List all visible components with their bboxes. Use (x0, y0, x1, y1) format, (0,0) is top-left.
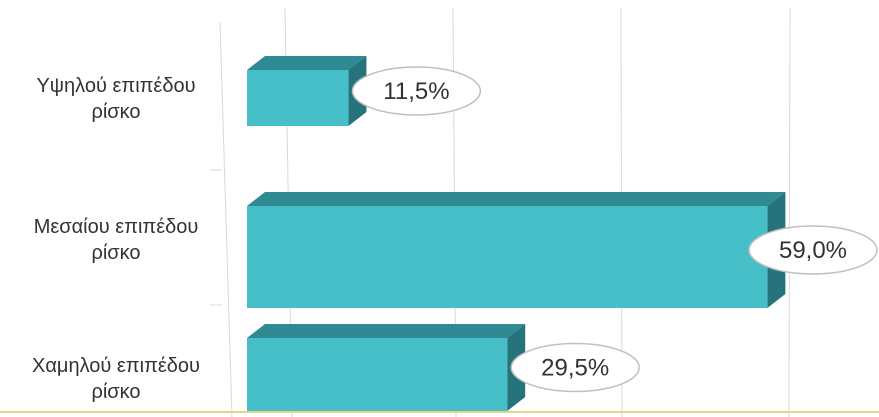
bar (247, 324, 526, 411)
gridline (219, 21, 233, 417)
bars (247, 56, 786, 411)
data-label-text: 29,5% (541, 355, 609, 382)
gridline (788, 7, 791, 417)
bar-front-face (247, 70, 349, 126)
bar (247, 192, 786, 308)
data-label-bubble (510, 342, 640, 393)
category-label-line: ρίσκο (91, 381, 140, 403)
data-label-bubble (748, 225, 878, 275)
data-label: 29,5% (510, 342, 640, 393)
category-label: Υψηλού επιπέδου ρίσκο (36, 75, 195, 123)
category-label-line: ρίσκο (91, 242, 140, 264)
category-label-line: Μεσαίου επιπέδου (34, 216, 199, 238)
category-label: Χαμηλού επιπέδου ρίσκο (32, 355, 200, 403)
bar-top-face (247, 56, 367, 70)
data-label-text: 11,5% (383, 78, 449, 105)
data-label-bubble (351, 66, 482, 116)
bar-front-face (247, 338, 508, 411)
bar-top-face (247, 192, 786, 206)
data-label: 11,5% (351, 66, 482, 116)
category-label: Μεσαίου επιπέδου ρίσκο (34, 216, 199, 264)
category-label-line: ρίσκο (91, 101, 140, 123)
data-labels: 11,5% 59,0% 29,5% (351, 66, 878, 393)
bar-top-face (247, 324, 526, 338)
data-label: 59,0% (748, 225, 878, 275)
bar-front-face (247, 206, 768, 308)
category-label-line: Υψηλού επιπέδου (36, 75, 195, 97)
bar (247, 56, 367, 126)
data-label-text: 59,0% (779, 237, 847, 264)
category-label-line: Χαμηλού επιπέδου (32, 355, 200, 377)
category-labels: Υψηλού επιπέδου ρίσκο Μεσαίου επιπέδου ρίσκ… (32, 75, 200, 403)
